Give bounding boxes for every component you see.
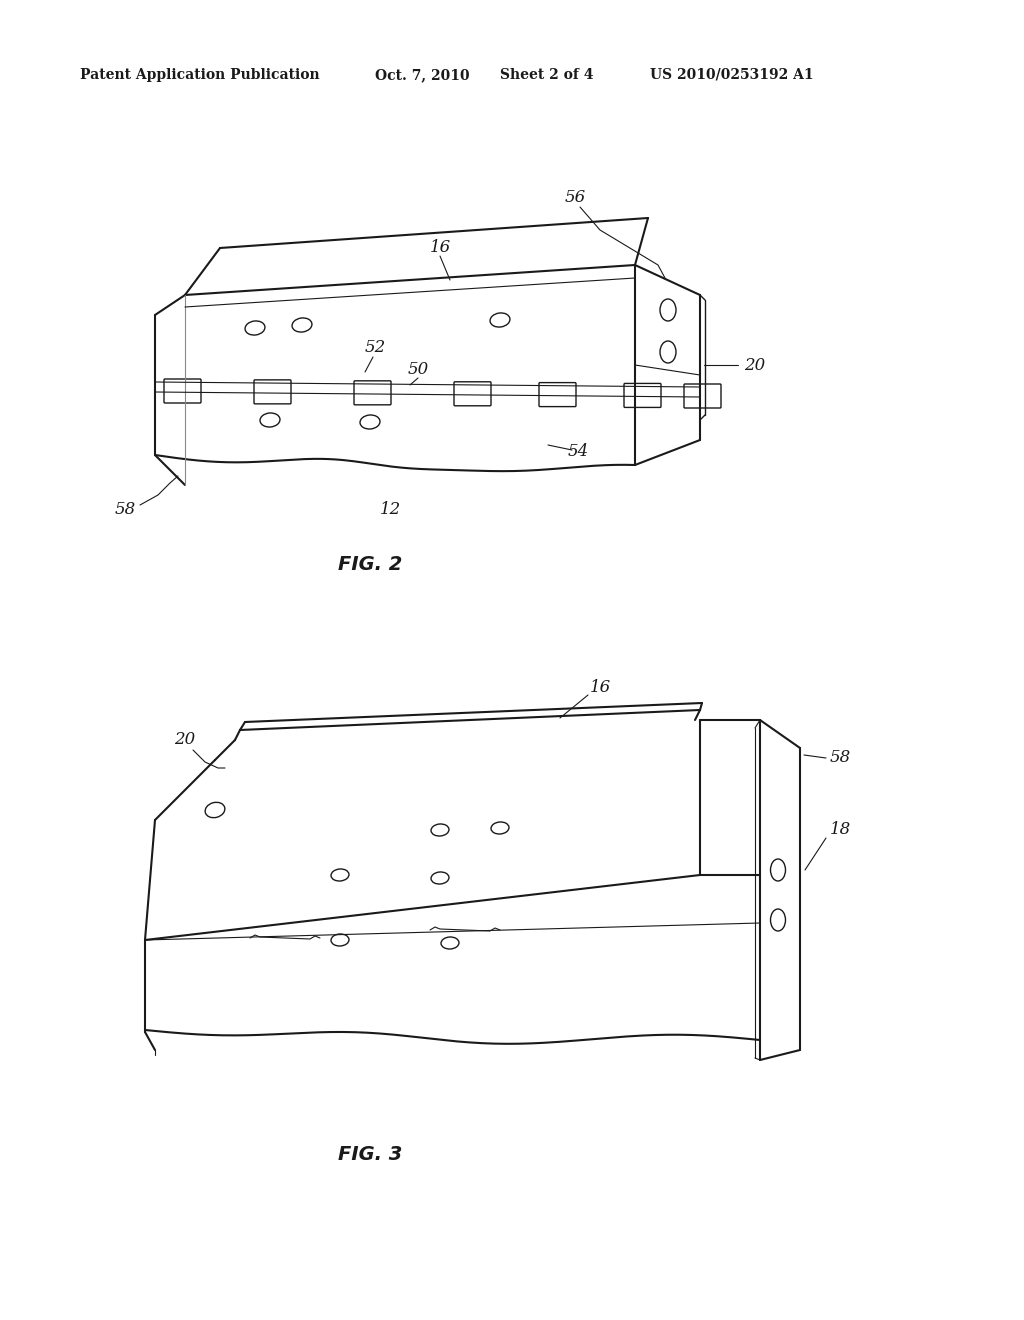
Text: 16: 16 bbox=[429, 239, 451, 256]
Text: 58: 58 bbox=[115, 502, 135, 519]
Text: Oct. 7, 2010: Oct. 7, 2010 bbox=[375, 69, 470, 82]
Text: 18: 18 bbox=[829, 821, 851, 838]
Text: FIG. 2: FIG. 2 bbox=[338, 556, 402, 574]
Text: 12: 12 bbox=[379, 502, 400, 519]
Text: 52: 52 bbox=[365, 339, 386, 356]
Text: 16: 16 bbox=[590, 680, 610, 697]
Text: Patent Application Publication: Patent Application Publication bbox=[80, 69, 319, 82]
Text: Sheet 2 of 4: Sheet 2 of 4 bbox=[500, 69, 594, 82]
Text: 54: 54 bbox=[567, 444, 589, 461]
Text: US 2010/0253192 A1: US 2010/0253192 A1 bbox=[650, 69, 814, 82]
Text: FIG. 3: FIG. 3 bbox=[338, 1146, 402, 1164]
Text: 56: 56 bbox=[564, 190, 586, 206]
Text: 20: 20 bbox=[744, 356, 766, 374]
Text: 50: 50 bbox=[408, 362, 429, 379]
Text: 58: 58 bbox=[829, 750, 851, 767]
Text: 20: 20 bbox=[174, 731, 196, 748]
